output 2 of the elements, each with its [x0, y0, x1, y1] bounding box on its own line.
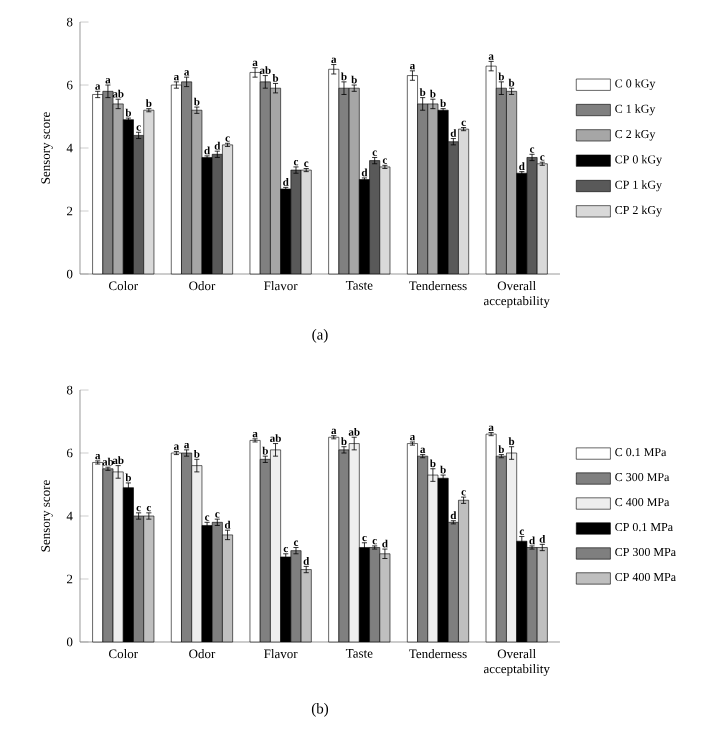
bar	[328, 68, 340, 275]
bar	[328, 436, 340, 643]
